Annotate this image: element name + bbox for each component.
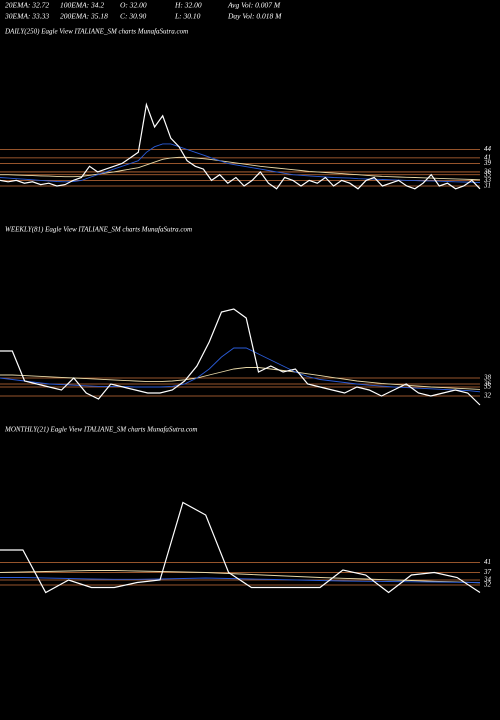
- stat: 20EMA: 32.72: [5, 1, 49, 10]
- ema-slow-line: [0, 367, 481, 390]
- y-tick-label: 38: [483, 374, 492, 382]
- price-line: [0, 102, 481, 190]
- y-tick-label: 37: [483, 568, 492, 576]
- stat: Avg Vol: 0.007 M: [227, 1, 281, 10]
- y-tick-label: 32: [483, 392, 492, 400]
- y-tick-label: 41: [484, 154, 491, 162]
- price-line: [0, 308, 481, 406]
- y-tick-label: 39: [483, 159, 492, 167]
- y-tick-label: 36: [483, 168, 492, 176]
- y-tick-label: 35: [483, 383, 492, 391]
- y-tick-label: 36: [483, 380, 492, 388]
- panel-title: DAILY(250) Eagle View ITALIANE_SM charts…: [4, 28, 188, 36]
- y-tick-label: 32: [483, 581, 492, 589]
- stat: H: 32.00: [174, 1, 202, 10]
- panel-title: MONTHLY(21) Eagle View ITALIANE_SM chart…: [4, 426, 197, 434]
- panel-title: WEEKLY(81) Eagle View ITALIANE_SM charts…: [5, 226, 192, 234]
- ema-slow-line: [0, 156, 481, 181]
- price-line: [0, 501, 481, 594]
- stat: Day Vol: 0.018 M: [227, 12, 282, 21]
- y-tick-label: 41: [484, 558, 491, 566]
- y-tick-label: 31: [483, 182, 491, 190]
- ema-slow-line: [0, 570, 481, 584]
- stat: L: 30.10: [174, 12, 201, 21]
- y-tick-label: 33: [483, 176, 492, 184]
- stat: 200EMA: 35.18: [60, 12, 108, 21]
- stat: C: 30.90: [120, 12, 147, 21]
- y-tick-label: 44: [484, 145, 492, 153]
- y-tick-label: 35: [483, 170, 492, 178]
- y-tick-label: 34: [483, 576, 492, 584]
- ema-fast-line: [0, 143, 481, 184]
- ema-fast-line: [0, 577, 481, 583]
- stat: O: 32.00: [120, 1, 147, 10]
- stat: 30EMA: 33.33: [4, 12, 49, 21]
- stat: 100EMA: 34.2: [60, 1, 104, 10]
